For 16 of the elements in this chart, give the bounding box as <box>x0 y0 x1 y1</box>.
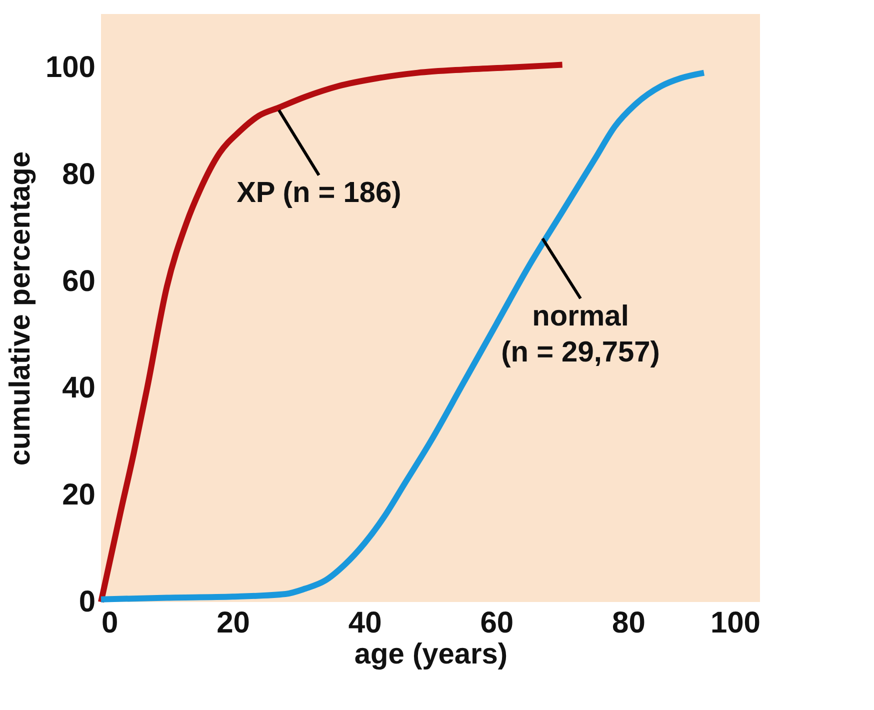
x-tick-label: 40 <box>348 606 382 640</box>
y-tick-label: 40 <box>62 372 96 405</box>
y-tick-label: 20 <box>62 478 96 512</box>
x-tick-label: 0 <box>102 606 118 640</box>
y-tick-label: 100 <box>45 50 96 84</box>
y-tick-label: 0 <box>78 586 96 618</box>
x-tick-label: 80 <box>612 606 646 640</box>
y-tick-label: 80 <box>62 158 96 191</box>
annotation: normal (n = 29,757) <box>501 300 660 369</box>
annotation: XP (n = 186) <box>236 177 402 210</box>
x-tick-label: 20 <box>216 606 250 640</box>
x-axis-title: age (years) <box>354 638 508 670</box>
x-tick-label: 100 <box>710 606 760 640</box>
y-axis-title: cumulative percentage <box>4 151 36 466</box>
x-tick-label: 60 <box>480 606 514 640</box>
y-tick-label: 60 <box>62 264 96 298</box>
